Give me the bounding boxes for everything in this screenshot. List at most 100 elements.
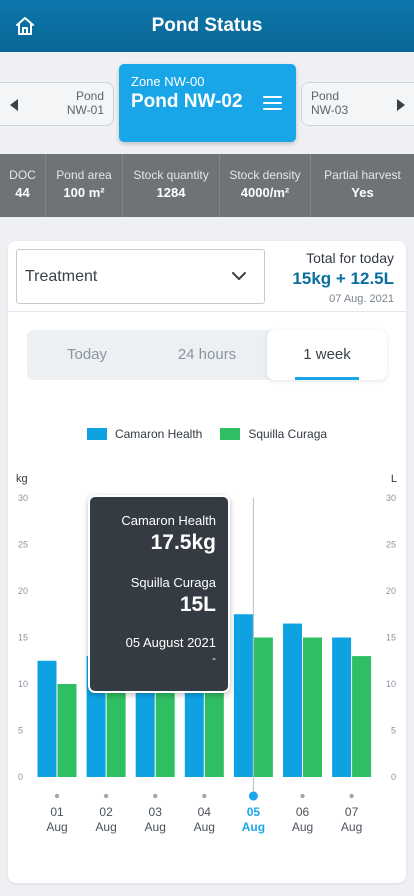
stat-stock-density: Stock density 4000/m² <box>220 154 311 217</box>
y-tick-left: 5 <box>18 726 23 736</box>
y-tick-right: 0 <box>391 772 396 782</box>
total-date: 07 Aug. 2021 <box>329 293 394 305</box>
y-tick-left: 20 <box>18 586 28 596</box>
pond-active-card[interactable]: Zone NW-00 Pond NW-02 <box>119 64 296 142</box>
legend-label: Camaron Health <box>114 427 203 441</box>
x-tick-label: 03 <box>149 805 163 819</box>
y-tick-right: 20 <box>386 586 396 596</box>
app-header: Pond Status <box>0 0 414 52</box>
y-tick-left: 25 <box>18 540 28 550</box>
pond-next-button[interactable]: Pond NW-03 <box>301 82 414 126</box>
stat-label: Stock density <box>229 168 301 182</box>
y-tick-left: 30 <box>18 493 28 503</box>
y-tick-right: 5 <box>391 726 396 736</box>
tooltip-series1-value: 17.5kg <box>150 531 216 554</box>
bar-squilla <box>352 656 372 777</box>
bar-squilla <box>303 637 322 777</box>
stat-label: Partial harvest <box>324 168 401 182</box>
stat-partial-harvest: Partial harvest Yes <box>311 154 414 217</box>
legend-label: Squilla Curaga <box>248 427 328 441</box>
chart-tooltip: Camaron Health 17.5kg Squilla Curaga 15L… <box>88 495 230 693</box>
total-value: 15kg + 12.5L <box>292 269 394 288</box>
x-tick-label: Aug <box>194 820 215 834</box>
pond-name: Pond NW-02 <box>131 91 243 112</box>
x-tick-label: 07 <box>345 805 359 819</box>
arrow-left-icon <box>10 99 18 111</box>
tooltip-series2-name: Squilla Curaga <box>130 575 216 590</box>
tab-today[interactable]: Today <box>66 346 108 363</box>
menu-icon[interactable] <box>263 96 282 110</box>
x-tick-label: Aug <box>145 820 166 834</box>
x-tick-label: Aug <box>46 820 67 834</box>
tab-1-week-label: 1 week <box>303 346 351 363</box>
time-range-tabs: Today 24 hours 1 week <box>27 330 387 380</box>
x-tick-label: Aug <box>292 820 313 834</box>
tooltip-series2-value: 15L <box>179 593 216 616</box>
home-button[interactable] <box>12 13 38 39</box>
y-tick-right: 10 <box>386 679 396 689</box>
x-tick-dot <box>300 793 305 799</box>
x-tick-dot <box>153 793 158 799</box>
total-label: Total for today <box>306 250 394 266</box>
y-tick-left: 10 <box>18 679 28 689</box>
pond-next-line2: NW-03 <box>311 103 349 117</box>
stat-value: 4000/m² <box>240 185 290 200</box>
page-title: Pond Status <box>151 15 263 36</box>
x-tick-label: 02 <box>99 805 113 819</box>
y-tick-right: 15 <box>386 633 396 643</box>
x-tick-label: 01 <box>50 805 64 819</box>
legend-swatch-blue <box>86 428 107 440</box>
stat-value: Yes <box>351 185 374 200</box>
treatment-card: Treatment Total for today 15kg + 12.5L 0… <box>8 241 406 883</box>
pond-stats-bar: DOC 44 Pond area 100 m² Stock quantity 1… <box>0 154 414 217</box>
y-axis-right-label: L <box>391 473 397 485</box>
bar-camaron <box>37 660 57 777</box>
divider <box>8 311 406 312</box>
pond-prev-button[interactable]: Pond NW-01 <box>0 82 114 126</box>
stat-pond-area: Pond area 100 m² <box>46 154 123 217</box>
stat-value: 44 <box>15 185 30 200</box>
stat-stock-quantity: Stock quantity 1284 <box>123 154 220 217</box>
bar-camaron <box>332 637 352 777</box>
x-tick-label: 04 <box>198 805 212 819</box>
tooltip-extra: - <box>212 651 216 665</box>
chevron-down-icon <box>232 272 246 280</box>
arrow-right-icon <box>397 99 405 111</box>
legend-item-camaron: Camaron Health <box>86 427 203 441</box>
tooltip-series1-name: Camaron Health <box>121 513 216 528</box>
x-tick-dot <box>202 793 207 799</box>
tooltip-date: 05 August 2021 <box>125 635 216 650</box>
y-tick-right: 30 <box>386 493 396 503</box>
tab-24-hours[interactable]: 24 hours <box>177 346 237 363</box>
y-axis-left-label: kg <box>16 473 28 485</box>
stat-doc: DOC 44 <box>0 154 46 217</box>
pond-selector: Pond NW-01 Pond NW-03 Zone NW-00 Pond NW… <box>0 52 414 154</box>
y-tick-left: 0 <box>18 772 23 782</box>
bar-squilla <box>57 684 77 777</box>
total-today: Total for today 15kg + 12.5L 07 Aug. 202… <box>292 250 394 305</box>
stat-label: DOC <box>9 168 36 182</box>
bar-camaron <box>233 614 253 777</box>
pond-next-line1: Pond <box>311 89 340 103</box>
x-tick-dot <box>54 793 60 799</box>
tab-1-week[interactable]: 1 week <box>267 330 387 380</box>
x-tick-label: 06 <box>296 805 310 819</box>
stat-value: 100 m² <box>63 185 105 200</box>
x-tick-label: Aug <box>95 820 116 834</box>
pond-zone: Zone NW-00 <box>131 74 205 89</box>
x-tick-label: Aug <box>242 820 265 834</box>
treatment-select-value: Treatment <box>25 267 98 285</box>
stat-value: 1284 <box>156 185 186 200</box>
x-tick-label: Aug <box>341 820 362 834</box>
home-icon <box>16 17 34 35</box>
legend-swatch-green <box>220 428 241 440</box>
treatment-select[interactable]: Treatment <box>16 249 265 304</box>
stat-label: Stock quantity <box>133 168 209 182</box>
chart-legend: Camaron Health Squilla Curaga <box>8 427 406 441</box>
y-tick-right: 25 <box>386 540 396 550</box>
y-tick-left: 15 <box>18 633 28 643</box>
x-tick-dot <box>248 791 258 801</box>
x-tick-dot <box>103 793 109 799</box>
tab-active-indicator <box>295 377 359 380</box>
stat-label: Pond area <box>56 168 112 182</box>
